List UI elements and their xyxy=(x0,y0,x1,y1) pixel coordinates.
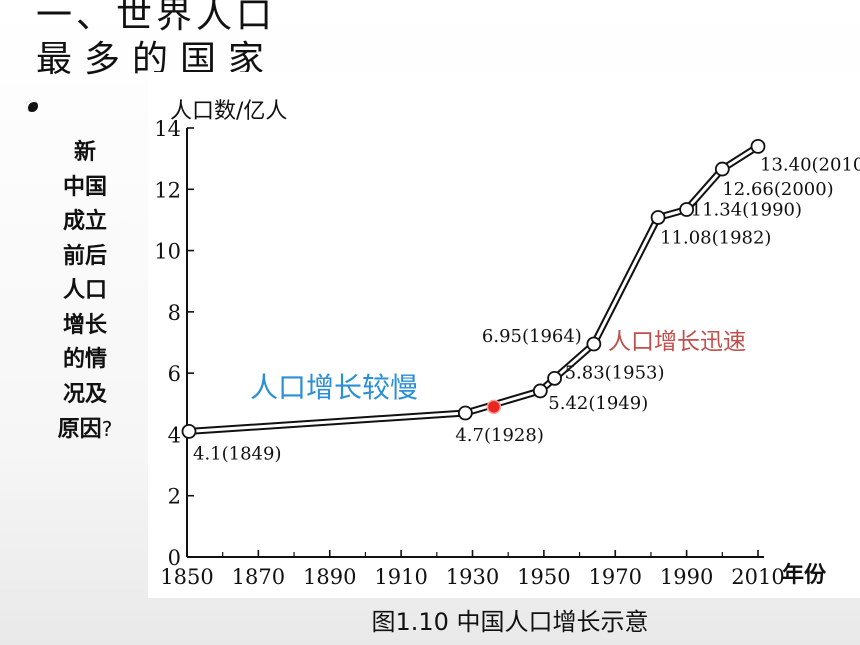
data-point xyxy=(532,383,548,399)
data-label: 11.34(1990) xyxy=(691,200,802,221)
slide-title: 一、世界人口 最多的国家 xyxy=(36,0,276,82)
data-label: 11.08(1982) xyxy=(660,227,771,248)
y-tick-label: 0 xyxy=(168,546,181,570)
x-tick-label: 2010 xyxy=(731,565,784,589)
y-axis-label: 人口数/亿人 xyxy=(170,99,287,124)
data-point xyxy=(750,138,766,154)
data-point xyxy=(457,405,473,421)
y-tick-label: 12 xyxy=(154,178,181,202)
x-tick-label: 1850 xyxy=(160,565,213,589)
x-tick-label: 1910 xyxy=(374,565,427,589)
question-line: 的情 xyxy=(62,347,107,372)
data-label: 5.42(1949) xyxy=(548,393,648,414)
question-line: 原因? xyxy=(40,412,130,448)
x-tick-label: 1930 xyxy=(446,565,499,589)
x-axis-label: 年份 xyxy=(782,562,827,588)
x-tick-label: 1950 xyxy=(517,565,570,589)
question-line: 人口 xyxy=(62,278,107,303)
figure-caption: 图1.10 中国人口增长示意 xyxy=(371,608,649,636)
question-mark: ? xyxy=(101,417,113,441)
data-point xyxy=(650,210,666,225)
question-line: 中国 xyxy=(62,174,107,200)
data-label: 4.1(1849) xyxy=(193,443,281,464)
data-label: 6.95(1964) xyxy=(482,326,582,347)
y-tick-label: 4 xyxy=(168,423,181,447)
data-label: 13.40(2010) xyxy=(760,154,860,175)
y-tick-label: 14 xyxy=(154,117,181,141)
question-text: 新 中国 成立 前后 人口 增长 的情 况及 原因? xyxy=(40,136,130,448)
y-tick-label: 2 xyxy=(168,485,181,509)
question-line: 成立 xyxy=(62,209,107,234)
x-tick-label: 1970 xyxy=(589,565,642,589)
annotation-fast-growth: 人口增长迅速 xyxy=(608,329,746,355)
bullet-icon xyxy=(26,100,38,112)
x-tick-label: 1890 xyxy=(303,565,356,589)
x-tick-label: 1990 xyxy=(660,565,713,589)
data-point xyxy=(586,336,602,352)
data-point xyxy=(547,370,562,386)
y-tick-label: 6 xyxy=(168,362,181,386)
question-line: 前后 xyxy=(62,243,107,269)
question-line: 增长 xyxy=(62,312,107,338)
annotation-slow-growth: 人口增长较慢 xyxy=(250,371,418,404)
slide-title-line1: 一、世界人口 xyxy=(36,0,277,36)
question-line: 况及 xyxy=(62,381,107,407)
y-tick-label: 8 xyxy=(168,301,181,325)
data-label: 4.7(1928) xyxy=(455,425,543,446)
question-line: 新 xyxy=(73,140,96,165)
data-point xyxy=(679,202,695,217)
data-point xyxy=(714,161,730,177)
y-tick-label: 10 xyxy=(154,240,181,264)
highlight-marker xyxy=(486,399,502,415)
data-label: 12.66(2000) xyxy=(722,179,833,200)
data-label: 5.83(1953) xyxy=(565,362,665,383)
question-line-last: 原因 xyxy=(57,417,102,442)
x-tick-label: 1870 xyxy=(232,565,285,589)
data-point xyxy=(181,423,197,439)
